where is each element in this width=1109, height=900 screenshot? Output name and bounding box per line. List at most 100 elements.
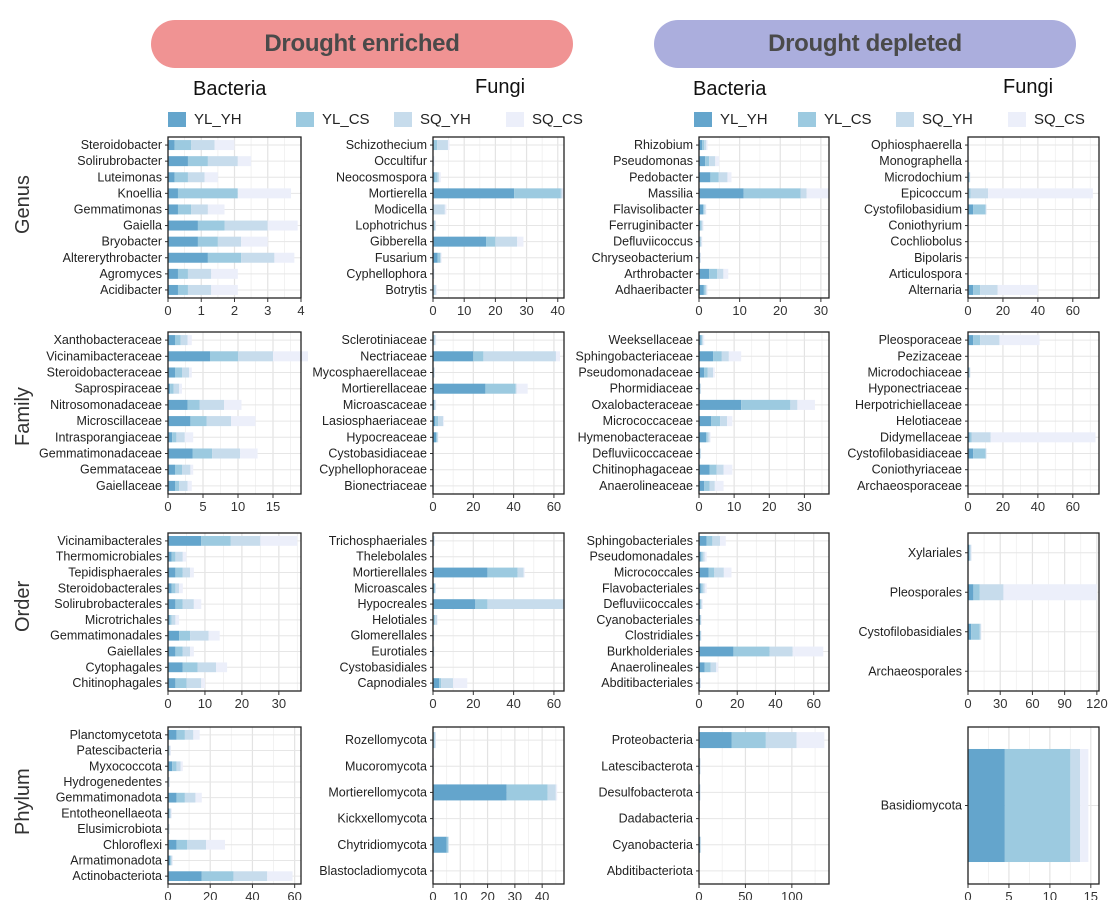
panel-frame <box>432 726 565 885</box>
x-tick-label: 0 <box>164 303 171 318</box>
category-label: Massilia <box>648 186 693 200</box>
bar-sq-cs <box>705 204 707 215</box>
bar-sq-cs <box>715 156 720 167</box>
bar-yl-cs <box>709 268 718 279</box>
category-label: Chytridiomycota <box>337 838 427 852</box>
bar-sq-yh <box>187 172 205 183</box>
bar-sq-yh <box>712 536 721 546</box>
bar-yl-yh <box>168 172 175 183</box>
bar-yl-yh <box>699 268 710 279</box>
bar-yl-yh <box>168 615 170 625</box>
bar-sq-yh <box>704 204 706 215</box>
panel-frame <box>698 532 830 692</box>
bar-sq-cs <box>447 140 450 151</box>
category-label: Entotheonellaeota <box>61 806 162 820</box>
x-tick-label: 0 <box>164 499 171 514</box>
bar-sq-yh <box>230 536 261 546</box>
bar-yl-cs <box>704 662 711 673</box>
category-label: Adhaeribacter <box>615 283 693 297</box>
category-label: Latescibacterota <box>601 759 693 773</box>
bar-sq-cs <box>240 448 258 459</box>
x-tick-label: 30 <box>993 696 1007 711</box>
bar-sq-yh <box>197 662 217 673</box>
x-tick-label: 10 <box>732 303 746 318</box>
bar-sq-yh <box>970 188 989 199</box>
category-label: Pleosporaceae <box>879 333 962 347</box>
category-label: Cyanobacteria <box>612 838 693 852</box>
panel-enriched-fungi-genus: Schizothecium Occultifur Neocosmospora Mort… <box>336 136 565 318</box>
kingdom-label-depleted-fungi: Fungi <box>1003 76 1054 98</box>
bar-yl-yh <box>699 432 707 443</box>
bar-sq-cs <box>797 399 815 410</box>
category-label: Dadabacteria <box>619 812 693 826</box>
bar-yl-yh <box>168 871 202 882</box>
category-label: Planctomycetota <box>70 728 162 742</box>
bar-yl-cs <box>175 480 180 491</box>
bar-sq-cs <box>187 335 192 346</box>
bar-yl-cs <box>433 220 435 231</box>
category-label: Altererythrobacter <box>63 251 162 265</box>
bar-sq-cs <box>435 220 437 231</box>
bar-yl-cs <box>168 745 170 756</box>
x-tick-label: 0 <box>429 499 436 514</box>
category-label: Epicoccum <box>901 186 962 200</box>
x-tick-label: 20 <box>466 696 480 711</box>
bar-yl-yh <box>433 236 487 247</box>
bar-sq-cs <box>796 732 825 749</box>
bar-yl-cs <box>514 188 561 199</box>
bar-sq-yh <box>547 784 556 801</box>
category-label: Clostridiales <box>625 629 693 643</box>
category-label: Luteimonas <box>97 170 162 184</box>
category-label: Mucoromycota <box>345 759 427 773</box>
bar-yl-yh <box>968 623 972 640</box>
bar-sq-yh <box>441 678 454 688</box>
category-label: Chitinophagaceae <box>592 463 693 477</box>
bar-yl-yh <box>433 172 435 183</box>
category-label: Defluviicoccus <box>613 235 693 249</box>
category-label: Actinobacteriota <box>72 869 162 883</box>
category-label: Defluviicoccales <box>603 597 693 611</box>
bar-yl-cs <box>190 416 207 427</box>
bar-sq-cs <box>187 480 192 491</box>
bar-yl-yh <box>699 156 706 167</box>
category-label: Cyphellophoraceae <box>319 463 427 477</box>
category-label: Rhizobium <box>634 138 693 152</box>
bar-sq-cs <box>433 156 435 167</box>
category-label: Gaiellaceae <box>96 479 162 493</box>
bar-sq-cs <box>201 678 205 688</box>
category-label: Elusimicrobiota <box>77 822 162 836</box>
bar-yl-cs <box>187 156 208 167</box>
bar-sq-cs <box>443 416 445 427</box>
legend-label: SQ_YH <box>420 111 471 128</box>
bar-sq-cs <box>706 284 708 295</box>
bar-sq-yh <box>448 836 449 853</box>
category-label: Myxococcota <box>89 759 162 773</box>
panel-enriched-bacteria-family: Xanthobacteraceae Vicinamibacteraceae Ster… <box>39 331 308 514</box>
bar-sq-cs <box>701 236 703 247</box>
bar-sq-yh <box>969 367 971 378</box>
category-label: Desulfobacterota <box>598 785 693 799</box>
bar-sq-cs <box>267 871 293 882</box>
bar-yl-cs <box>187 399 200 410</box>
bar-sq-yh <box>435 583 436 594</box>
bar-yl-cs <box>207 252 242 263</box>
bar-yl-yh <box>168 268 178 279</box>
bar-sq-yh <box>702 335 704 346</box>
bar-yl-yh <box>168 416 191 427</box>
category-label: Microdochiaceae <box>868 366 963 380</box>
category-label: Microtrichales <box>85 613 162 627</box>
bar-sq-yh <box>171 615 176 625</box>
bar-sq-yh <box>433 268 435 279</box>
bar-yl-cs <box>699 599 701 609</box>
bar-sq-yh <box>704 140 707 151</box>
bar-sq-cs <box>723 268 729 279</box>
bar-sq-yh <box>187 268 212 279</box>
bar-sq-yh <box>700 599 702 609</box>
x-tick-label: 5 <box>1005 889 1012 900</box>
bar-sq-yh <box>434 732 436 749</box>
bar-yl-cs <box>170 383 174 394</box>
x-tick-label: 20 <box>466 499 480 514</box>
bar-yl-yh <box>968 584 974 601</box>
bar-sq-cs <box>713 367 715 378</box>
bar-sq-yh <box>707 432 710 443</box>
